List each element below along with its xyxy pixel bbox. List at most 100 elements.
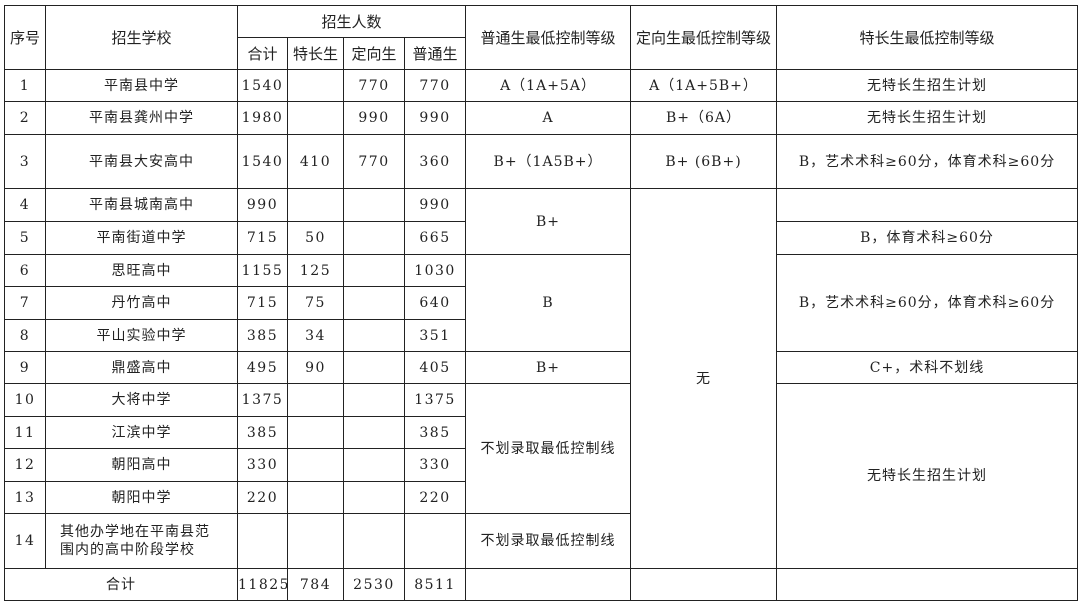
totals-directed: 2530 [343,568,405,601]
cell-special-min: B，体育术科≥60分 [776,221,1079,255]
cell-directed-min: A（1A+5B+） [630,69,778,102]
cell-special-min: 无特长生招生计划 [776,101,1079,135]
cell-directed [343,416,405,449]
cell-no: 7 [4,286,46,320]
header-enrollment: 招生人数 [236,5,467,38]
cell-special [287,101,344,135]
cell-school: 朝阳高中 [45,448,238,482]
cell-directed-min: B+（6A） [630,101,778,135]
cell-total: 220 [237,481,288,514]
totals-total: 11825 [237,568,289,601]
cell-directed [343,448,405,482]
cell-directed [343,351,405,384]
cell-regular: 640 [403,286,467,320]
cell-special-min: B，艺术术科≥60分，体育术科≥60分 [776,254,1079,352]
cell-regular-min: B+（1A5B+） [465,134,632,189]
cell-special: 75 [287,286,344,320]
cell-school: 平南县中学 [45,69,238,102]
cell-special-min: C+，术科不划线 [776,351,1079,384]
cell-special: 410 [287,134,344,189]
cell-school: 朝阳中学 [45,481,238,514]
cell-no: 10 [4,383,46,417]
header-special: 特长生 [287,37,344,70]
cell-regular: 1030 [403,254,467,287]
cell-total: 715 [237,286,288,320]
cell-regular [403,513,467,569]
cell-regular-min: 不划录取最低控制线 [465,513,632,569]
header-directed: 定向生 [343,37,405,70]
cell-school: 平南县龚州中学 [45,101,238,135]
cell-special [287,188,344,222]
cell-regular-min: B+ [465,188,632,255]
cell-no: 14 [4,513,46,569]
cell-directed [343,319,405,352]
cell-special [287,416,344,449]
cell-directed: 770 [343,69,405,102]
header-school: 招生学校 [45,5,238,70]
cell-special [287,383,344,417]
cell-directed [343,481,405,514]
cell-school: 平南街道中学 [45,221,238,255]
cell-special [287,448,344,482]
header-total: 合计 [237,37,288,70]
cell-no: 5 [4,221,46,255]
totals-empty [776,568,1079,601]
cell-total: 990 [237,188,288,222]
cell-directed [343,383,405,417]
cell-no: 13 [4,481,46,514]
totals-special: 784 [287,568,344,601]
cell-directed-min: 无 [630,188,778,569]
cell-special-min: B，艺术术科≥60分，体育术科≥60分 [776,134,1079,189]
cell-total: 1540 [237,69,288,102]
cell-school: 思旺高中 [45,254,238,287]
cell-directed: 770 [343,134,405,189]
cell-school: 其他办学地在平南县范围内的高中阶段学校 [45,513,238,569]
cell-regular: 990 [403,101,467,135]
cell-no: 8 [4,319,46,352]
cell-no: 11 [4,416,46,449]
header-directed-min: 定向生最低控制等级 [630,5,778,70]
table-row: 12 朝阳高中 330 330 [4,448,1078,482]
cell-total: 385 [237,416,288,449]
enrollment-table: 序号 招生学校 招生人数 普通生最低控制等级 定向生最低控制等级 特长生最低控制… [4,5,1079,601]
cell-no: 9 [4,351,46,384]
cell-regular: 351 [403,319,467,352]
cell-directed [343,254,405,287]
header-regular: 普通生 [403,37,467,70]
cell-regular: 1375 [403,383,467,417]
cell-total: 330 [237,448,288,482]
cell-special [287,69,344,102]
cell-directed [343,221,405,255]
cell-regular: 665 [403,221,467,255]
cell-total: 1980 [237,101,288,135]
totals-empty [465,568,632,601]
header-index: 序号 [4,5,46,70]
table-row: 4 平南县城南高中 990 990 B+ 无 [4,188,1079,569]
cell-special-min: 无特长生招生计划 [776,69,1079,102]
cell-regular-min: A（1A+5A） [465,69,632,102]
cell-school: 平南县大安高中 [45,134,238,189]
cell-total: 715 [237,221,288,255]
totals-empty [630,568,778,601]
cell-special-min [776,188,1079,222]
cell-regular: 770 [403,69,467,102]
table-row: 14 其他办学地在平南县范围内的高中阶段学校 不划录取最低控制线 [4,513,1078,569]
table-row: 13 朝阳中学 220 220 [4,481,1078,514]
table-row: 3 平南县大安高中 1540 410 770 360 B+（1A5B+） B+ (6B+) B，… [4,134,1079,189]
cell-regular: 385 [403,416,467,449]
cell-special [287,481,344,514]
cell-total: 385 [237,319,288,352]
cell-special: 34 [287,319,344,352]
totals-row: 合计 11825 784 2530 8511 [4,568,1079,601]
cell-directed [343,188,405,222]
table-row: 7 丹竹高中 715 75 640 [4,286,1078,320]
table-row: 5 平南街道中学 715 50 665 B，体育术科≥60分 [4,221,1079,255]
cell-total: 1155 [237,254,288,287]
cell-school: 大将中学 [45,383,238,417]
cell-total: 1375 [237,383,288,417]
cell-special: 125 [287,254,344,287]
cell-directed [343,286,405,320]
cell-total [237,513,288,569]
cell-regular-min: 不划录取最低控制线 [465,383,632,514]
cell-total: 1540 [237,134,288,189]
